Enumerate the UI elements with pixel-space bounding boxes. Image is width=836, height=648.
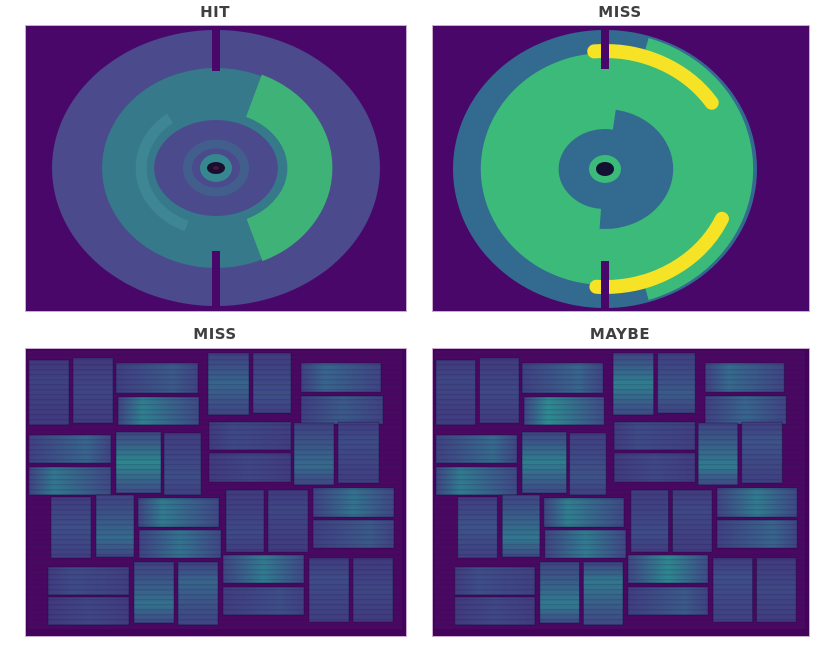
panel-title-miss-rings: MISS (598, 3, 642, 21)
panel-title-miss-tiles: MISS (193, 325, 237, 343)
subplot-maybe-tiles: MAYBE (432, 323, 810, 637)
miss-ring-pattern-image (432, 25, 810, 312)
maybe-tile-mosaic-image (432, 348, 810, 637)
subplot-miss-rings: MISS (432, 1, 810, 312)
panel-title-maybe-tiles: MAYBE (589, 325, 651, 343)
miss-tile-mosaic-image (25, 348, 407, 637)
hit-ring-pattern-image (25, 25, 407, 312)
subplot-miss-tiles: MISS (25, 323, 407, 637)
panel-title-hit: HIT (200, 3, 230, 21)
subplot-hit: HIT (25, 1, 407, 312)
